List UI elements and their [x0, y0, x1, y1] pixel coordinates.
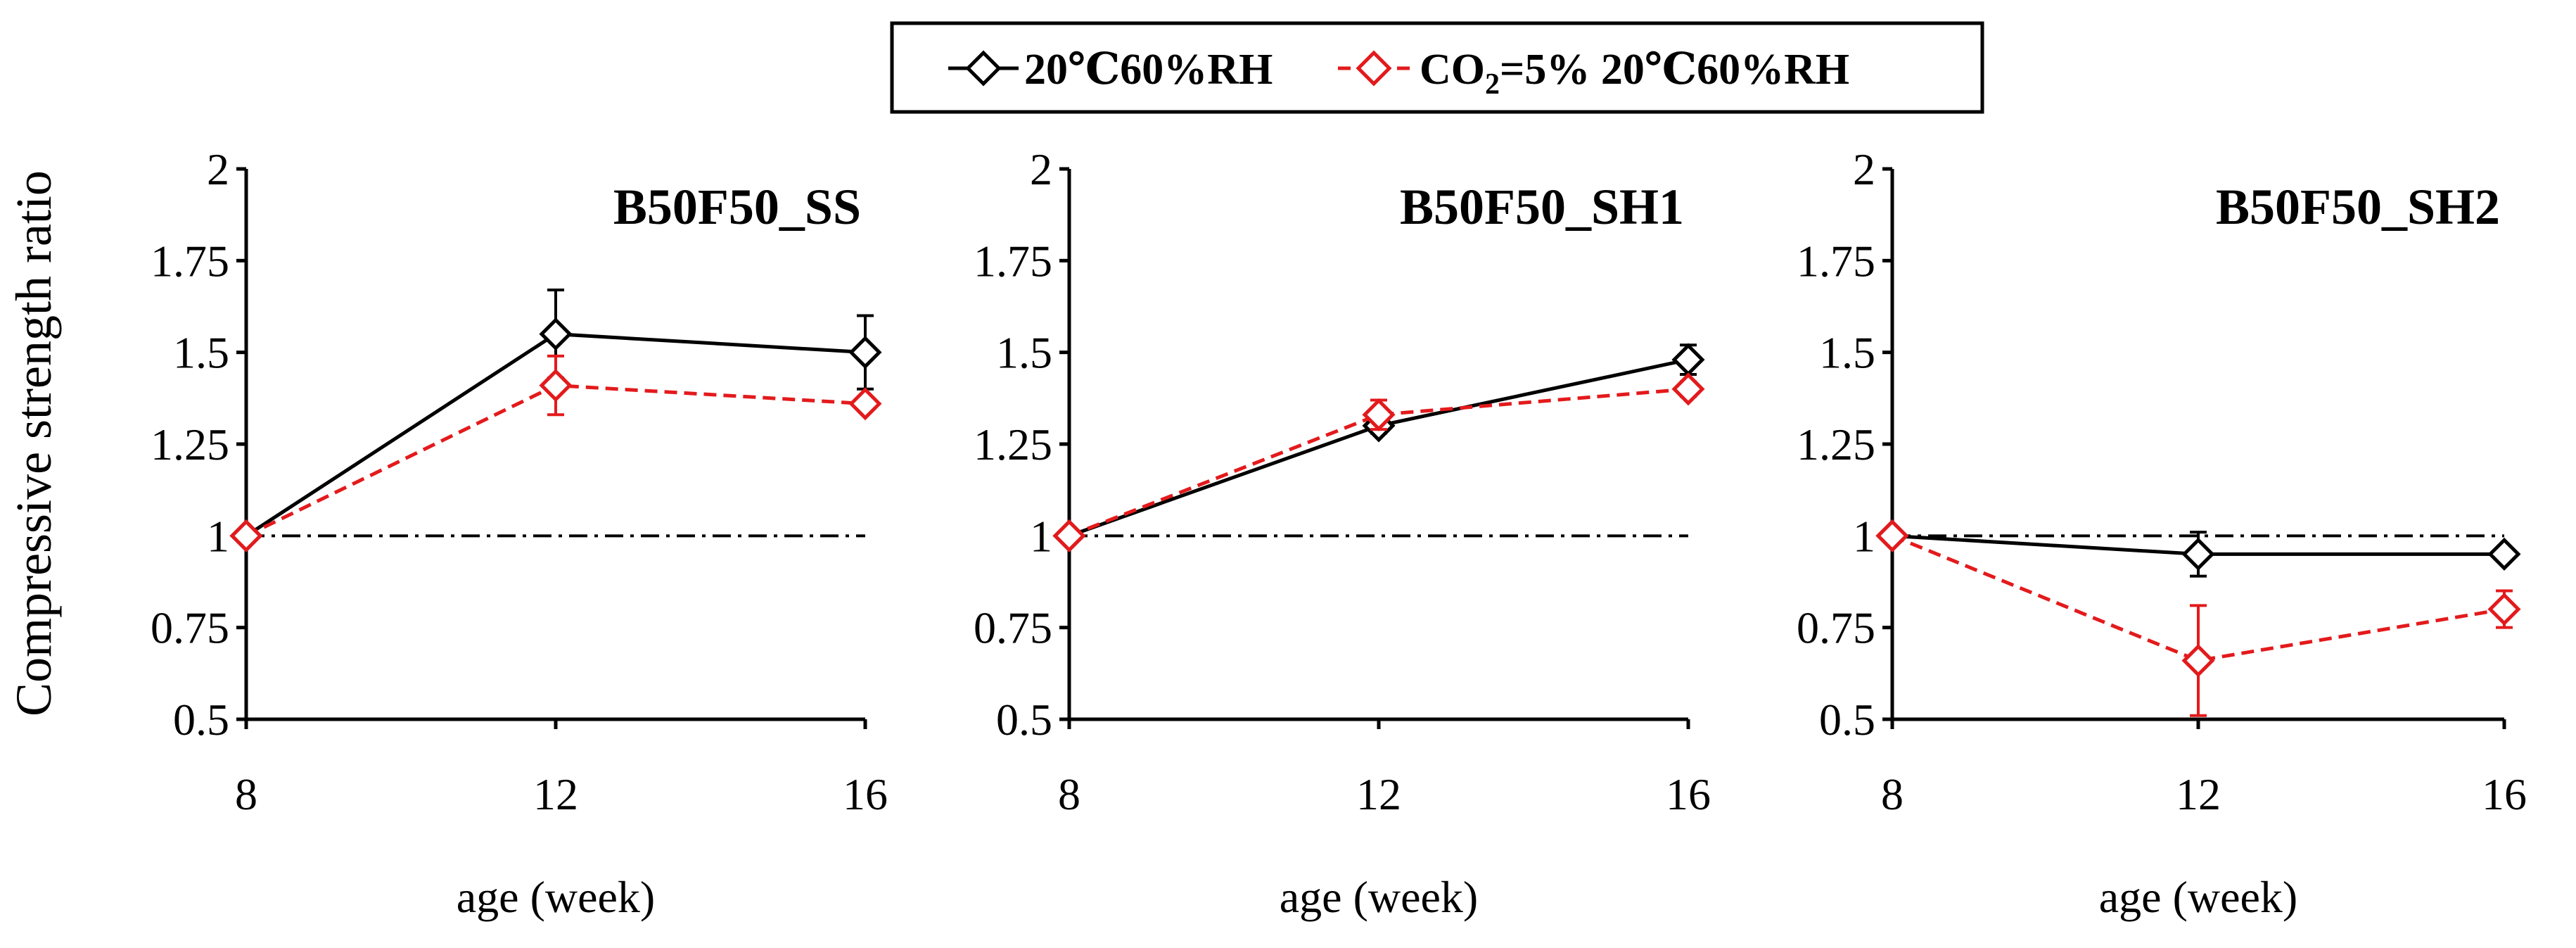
y-tick-label: 2 [1853, 144, 1875, 194]
x-axis-label: age (week) [1280, 872, 1478, 922]
series-1-point [1671, 343, 1705, 377]
y-tick-label: 1.25 [1797, 419, 1875, 469]
series-1-point [2487, 537, 2521, 571]
y-tick-label: 0.75 [151, 603, 229, 653]
series-1-point [539, 317, 573, 351]
panel-title: B50F50_SH1 [1400, 179, 1684, 235]
y-tick-label: 0.5 [1819, 695, 1875, 745]
series-2-point [2181, 644, 2215, 678]
x-tick-label: 12 [533, 769, 578, 819]
series-2-point [1671, 372, 1705, 406]
y-tick-label: 0.5 [996, 695, 1052, 745]
y-tick-label: 0.5 [173, 695, 229, 745]
legend-series1-marker [965, 50, 1002, 87]
legend: 20℃60%RH CO2=5% 20℃60%RH [890, 21, 1984, 114]
x-tick-label: 8 [1881, 769, 1904, 819]
legend-series2-marker [1356, 50, 1392, 87]
legend-series2-label: CO2=5% 20℃60%RH [1420, 46, 1849, 101]
panel-title: B50F50_SH2 [2216, 179, 2500, 235]
x-axis-label: age (week) [2099, 872, 2297, 922]
y-tick-label: 1.5 [996, 328, 1052, 378]
series-1-point [848, 336, 882, 369]
y-axis-label: Compressive strength ratio [6, 170, 62, 716]
y-tick-label: 1.25 [974, 419, 1052, 469]
series-2-line [1069, 387, 1689, 538]
series-2-line [1892, 534, 2505, 663]
series-2-point [1875, 519, 1909, 552]
y-tick-label: 2 [1030, 144, 1052, 194]
x-tick-label: 8 [235, 769, 257, 819]
y-tick-label: 1.75 [1797, 236, 1875, 286]
y-tick-label: 2 [207, 144, 229, 194]
panel-3: 0.5 0.75 1 1.25 1.5 1.75 2 8 12 16 age (week) B50F5… [1797, 144, 2527, 922]
legend-series1-label: 20℃60%RH [1024, 46, 1273, 94]
y-tick-label: 0.75 [1797, 603, 1875, 653]
x-tick-label: 16 [843, 769, 888, 819]
y-tick-label: 1.75 [974, 236, 1052, 286]
panel-1: 0.5 0.75 1 1.25 1.5 1.75 2 8 12 16 age (week) B50F5… [151, 144, 888, 922]
x-axis-label: age (week) [457, 872, 655, 922]
x-tick-label: 12 [1356, 769, 1401, 819]
x-tick-label: 16 [2482, 769, 2527, 819]
series-2-point [1052, 519, 1086, 552]
y-tick-label: 1 [1030, 511, 1052, 561]
series-2-point [1362, 398, 1396, 431]
y-tick-label: 1 [1853, 511, 1875, 561]
series-2-point [229, 519, 263, 552]
panel-2: 0.5 0.75 1 1.25 1.5 1.75 2 8 12 16 age (week) B50F5… [974, 144, 1711, 922]
series-2-point [2487, 593, 2521, 626]
series-2-point [539, 369, 573, 403]
y-tick-label: 0.75 [974, 603, 1052, 653]
y-tick-label: 1.25 [151, 419, 229, 469]
y-tick-label: 1 [207, 511, 229, 561]
series-2-point [848, 387, 882, 421]
x-tick-label: 12 [2176, 769, 2221, 819]
series-1-point [2181, 537, 2215, 571]
panel-title: B50F50_SS [613, 179, 861, 235]
x-tick-label: 16 [1666, 769, 1711, 819]
y-tick-label: 1.5 [1819, 328, 1875, 378]
x-tick-label: 8 [1058, 769, 1080, 819]
y-tick-label: 1.75 [151, 236, 229, 286]
series-1-line [1069, 358, 1689, 538]
legend-box [890, 21, 1984, 114]
y-tick-label: 1.5 [173, 328, 229, 378]
